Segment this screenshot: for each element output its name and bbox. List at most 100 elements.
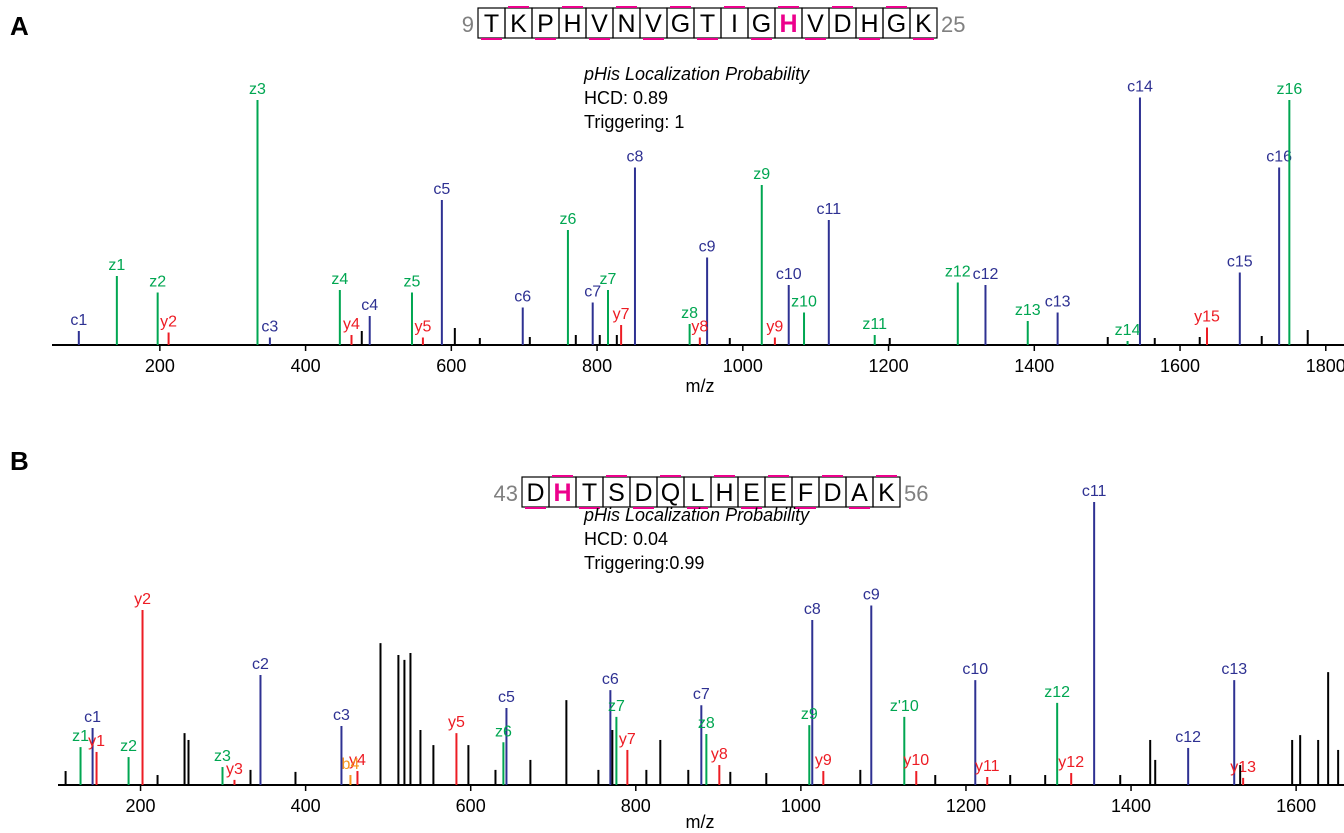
x-tick-label: 800: [582, 356, 612, 376]
peak-label: y9: [766, 319, 783, 336]
peak-label: z16: [1276, 81, 1302, 98]
peak-label: c1: [70, 312, 87, 329]
x-tick-label: 1000: [723, 356, 763, 376]
peak-label: y5: [448, 714, 465, 731]
peak-label: c13: [1045, 294, 1071, 311]
peak-label: c11: [1082, 483, 1107, 500]
x-tick-label: 1400: [1111, 796, 1151, 816]
annotation-line: Triggering: 1: [584, 112, 684, 132]
peak-label: c5: [498, 689, 515, 706]
x-tick-label: 200: [126, 796, 156, 816]
residue: T: [582, 479, 597, 507]
peak-label: z11: [862, 316, 887, 333]
residue: H: [715, 479, 733, 507]
residue: V: [645, 10, 662, 38]
x-axis-label: m/z: [686, 376, 715, 396]
peak-label: c14: [1127, 79, 1153, 96]
peak-label: y10: [903, 752, 929, 769]
residue: I: [731, 10, 738, 38]
sequence-end: 25: [941, 12, 965, 37]
residue: S: [608, 479, 625, 507]
peak-label: z7: [608, 698, 625, 715]
annotation-line: HCD: 0.89: [584, 88, 668, 108]
peak-label: y3: [226, 761, 243, 778]
peak-label: z12: [945, 264, 971, 281]
peak-label: y7: [613, 306, 630, 323]
peak-label: y9: [815, 752, 832, 769]
residue: E: [770, 479, 787, 507]
peak-label: z6: [495, 723, 512, 740]
residue: E: [743, 479, 760, 507]
x-tick-label: 800: [621, 796, 651, 816]
peak-label: c9: [863, 586, 880, 603]
peak-label: c16: [1266, 149, 1292, 166]
peak-label: z9: [753, 166, 770, 183]
peak-label: z10: [791, 294, 817, 311]
annotation-line: HCD: 0.04: [584, 529, 668, 549]
residue: F: [798, 479, 813, 507]
x-tick-label: 1800: [1306, 356, 1344, 376]
panel-label: B: [10, 446, 29, 476]
x-tick-label: 200: [145, 356, 175, 376]
residue: D: [823, 479, 841, 507]
peak-label: c13: [1221, 661, 1247, 678]
residue: D: [526, 479, 544, 507]
peak-label: z9: [801, 706, 818, 723]
peak-label: c2: [252, 656, 269, 673]
peak-label: c6: [602, 671, 619, 688]
peak-label: c12: [1175, 729, 1201, 746]
peak-label: y15: [1194, 309, 1220, 326]
peak-label: c4: [361, 297, 378, 314]
peak-label: y4: [349, 752, 366, 769]
x-tick-label: 1600: [1276, 796, 1316, 816]
peak-label: y2: [160, 314, 177, 331]
annotation-title: pHis Localization Probability: [583, 505, 810, 525]
peak-label: z2: [120, 738, 137, 755]
residue: Q: [661, 479, 680, 507]
residue: K: [915, 10, 932, 38]
peak-label: z6: [559, 211, 576, 228]
sequence-start: 43: [494, 481, 518, 506]
peak-label: z'10: [890, 698, 919, 715]
annotation-line: Triggering:0.99: [584, 553, 704, 573]
peak-label: c6: [514, 289, 531, 306]
peak-label: y11: [975, 758, 1000, 775]
peak-label: c15: [1227, 254, 1253, 271]
residue: A: [851, 479, 868, 507]
x-tick-label: 600: [436, 356, 466, 376]
residue: T: [700, 10, 715, 38]
residue: G: [671, 10, 690, 38]
peak-label: y7: [619, 731, 636, 748]
residue: H: [553, 479, 571, 507]
peak-label: y1: [88, 733, 105, 750]
peak-label: c7: [584, 284, 601, 301]
peak-label: y8: [691, 319, 708, 336]
residue: N: [617, 10, 635, 38]
residue: K: [878, 479, 895, 507]
residue: H: [860, 10, 878, 38]
peak-label: c10: [962, 661, 988, 678]
residue: L: [691, 479, 705, 507]
residue: V: [591, 10, 608, 38]
peak-label: z5: [404, 274, 421, 291]
x-tick-label: 1200: [869, 356, 909, 376]
sequence-end: 56: [904, 481, 928, 506]
peak-label: z2: [149, 274, 166, 291]
peak-label: z12: [1044, 684, 1070, 701]
peak-label: c11: [816, 201, 841, 218]
peak-label: y4: [343, 316, 360, 333]
x-tick-label: 1400: [1014, 356, 1054, 376]
peak-label: c5: [433, 181, 450, 198]
residue: K: [510, 10, 527, 38]
x-tick-label: 600: [456, 796, 486, 816]
peak-label: y8: [711, 746, 728, 763]
residue: T: [484, 10, 499, 38]
residue: D: [634, 479, 652, 507]
peak-label: z14: [1115, 322, 1141, 339]
sequence-start: 9: [462, 12, 474, 37]
peak-label: z13: [1015, 302, 1041, 319]
residue: H: [563, 10, 581, 38]
peak-label: y5: [414, 319, 431, 336]
residue: V: [807, 10, 824, 38]
